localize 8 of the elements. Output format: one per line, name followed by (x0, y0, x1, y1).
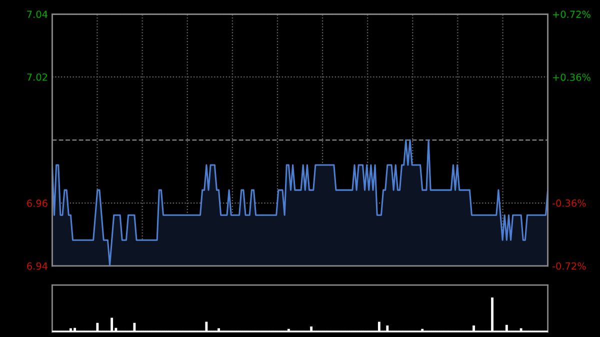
y2-tick-label: -0.72% (552, 262, 586, 270)
y2-tick-label: +0.72% (552, 10, 590, 18)
y2-tick-label: -0.36% (552, 199, 586, 207)
y-tick-label: 6.96 (27, 200, 48, 207)
y-tick-label: 6.94 (27, 262, 48, 270)
y-tick-label: 7.04 (27, 10, 48, 18)
y-tick-label: 7.02 (27, 73, 48, 81)
y2-tick-label: +0.36% (552, 74, 590, 81)
